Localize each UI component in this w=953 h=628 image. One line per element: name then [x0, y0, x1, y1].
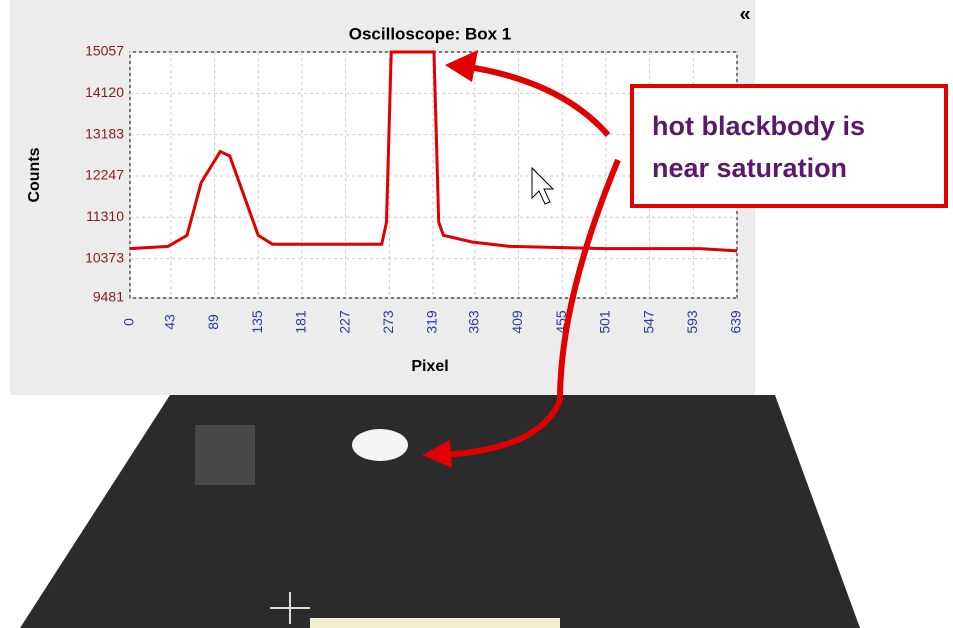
- arrowhead: [422, 440, 452, 468]
- status-bar: [310, 618, 560, 628]
- y-tick-label: 12247: [85, 167, 124, 183]
- x-tick-label: 135: [249, 310, 265, 334]
- y-tick-label: 10373: [85, 249, 124, 265]
- x-tick-label: 181: [293, 310, 309, 334]
- x-axis-label: Pixel: [411, 358, 448, 375]
- arrow: [461, 63, 611, 137]
- chart-title: Oscilloscope: Box 1: [349, 24, 512, 43]
- chart: 9481 10373 11310 12247 13183 14120 15057 0 43 89 1…: [85, 43, 744, 334]
- y-axis-label: Counts: [26, 147, 43, 202]
- collapse-icon[interactable]: «: [739, 3, 750, 25]
- x-tick-label: 501: [597, 310, 613, 334]
- arrowhead: [445, 50, 478, 82]
- annotation-line: near saturation: [652, 153, 847, 183]
- x-tick-label: 319: [424, 310, 440, 334]
- x-tick-label: 273: [380, 310, 396, 334]
- x-tick-label: 363: [466, 310, 482, 334]
- x-tick-label: 0: [121, 318, 137, 326]
- crosshair: [270, 592, 310, 624]
- annotation-line: hot blackbody is: [652, 111, 865, 141]
- x-tick-label: 227: [336, 310, 352, 334]
- hot-blackbody: [352, 429, 408, 461]
- arrow: [439, 158, 621, 458]
- mouse-cursor: [531, 166, 555, 205]
- x-tick-label: 593: [684, 310, 700, 334]
- y-tick-label: 14120: [85, 84, 124, 100]
- y-tick-label: 13183: [85, 125, 124, 141]
- x-tick-label: 639: [728, 310, 744, 334]
- y-tick-label: 9481: [93, 289, 124, 305]
- camera-image: [20, 395, 860, 628]
- x-tick-label: 89: [205, 314, 221, 330]
- y-tick-label: 11310: [86, 208, 124, 224]
- signal-line: [129, 50, 738, 253]
- x-tick-label: 409: [509, 310, 525, 334]
- warm-patch: [195, 425, 255, 485]
- x-tick-label: 547: [640, 310, 656, 334]
- y-tick-label: 15057: [85, 43, 124, 59]
- x-tick-label: 43: [162, 314, 178, 330]
- annotation-box: [630, 84, 948, 208]
